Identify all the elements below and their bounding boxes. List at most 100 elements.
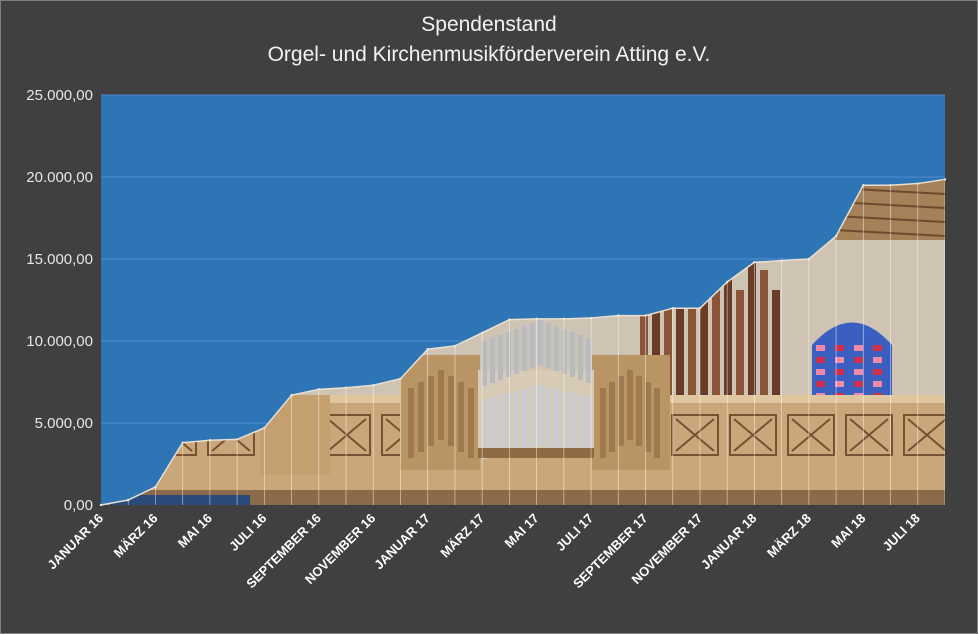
x-tick-label: MÄRZ 16 — [111, 511, 161, 561]
center-pipe — [482, 399, 487, 459]
front-pipe — [438, 370, 444, 440]
panel-cross — [733, 418, 773, 452]
window-pane — [873, 357, 882, 363]
window-pane — [873, 381, 882, 387]
window-pane — [854, 357, 863, 363]
data-points — [99, 178, 947, 507]
back-pipe — [736, 290, 744, 440]
back-pipe — [724, 270, 732, 420]
x-tick-label: JULI 16 — [226, 511, 269, 554]
upper-pipe — [562, 329, 567, 374]
center-pipe — [522, 389, 527, 449]
front-pipe — [468, 388, 474, 458]
data-point — [344, 386, 348, 389]
front-pipe — [458, 382, 464, 452]
x-tick-label: JULI 18 — [880, 511, 923, 554]
front-pipe — [654, 388, 660, 458]
window-pane — [816, 357, 825, 363]
back-pipe — [652, 270, 660, 420]
center-pipe — [586, 397, 591, 457]
front-pipe — [408, 388, 414, 458]
chart-title: Spendenstand Orgel- und Kirchenmusikförd… — [0, 10, 978, 70]
data-point — [154, 485, 157, 489]
center-pipe — [554, 389, 559, 449]
center-pipe — [578, 395, 583, 455]
front-pipe — [448, 376, 454, 446]
lower-window-strip — [110, 495, 250, 505]
organ-center — [478, 370, 594, 455]
data-point — [725, 280, 729, 284]
panel-cross — [327, 418, 367, 452]
upper-pipe — [554, 326, 559, 371]
window-pane — [835, 357, 844, 363]
data-point — [399, 377, 402, 380]
back-pipe — [760, 270, 768, 420]
upper-pipe — [482, 341, 487, 386]
front-pipe — [609, 382, 615, 452]
data-point — [426, 348, 429, 351]
window-pane — [835, 345, 844, 351]
data-point — [535, 317, 538, 321]
y-tick-label: 15.000,00 — [26, 251, 93, 268]
x-tick-label: MAI 16 — [175, 511, 215, 551]
panel — [729, 414, 777, 456]
center-pipe — [570, 393, 575, 453]
x-tick-label: MÄRZ 17 — [437, 511, 487, 561]
data-point — [372, 384, 375, 387]
panel-cross — [907, 418, 945, 452]
front-pipe — [645, 382, 651, 452]
data-point — [290, 393, 293, 397]
data-point — [317, 388, 321, 391]
center-pipe — [498, 395, 503, 455]
data-point — [807, 257, 811, 261]
data-point — [889, 184, 892, 187]
center-pipe — [506, 393, 511, 453]
upper-pipe — [506, 332, 511, 377]
data-point — [99, 503, 103, 507]
chart-title-line-2: Orgel- und Kirchenmusikförderverein Atti… — [267, 43, 711, 66]
window-pane — [854, 369, 863, 375]
panel-cross — [849, 418, 889, 452]
x-tick-label: MAI 18 — [828, 511, 868, 551]
front-pipe — [418, 382, 424, 452]
center-pipe — [530, 387, 535, 447]
window-pane — [854, 381, 863, 387]
upper-pipe — [490, 338, 495, 383]
center-pipe — [562, 391, 567, 451]
window-pane — [816, 369, 825, 375]
window — [812, 322, 892, 415]
y-tick-label: 0,00 — [64, 497, 93, 514]
data-point — [753, 261, 756, 264]
back-pipe — [712, 250, 720, 400]
data-point — [562, 317, 566, 321]
panel-cross — [675, 418, 715, 452]
upper-pipe — [514, 329, 519, 374]
y-tick-label: 20.000,00 — [26, 169, 93, 186]
x-tick-label: MAI 17 — [501, 511, 541, 551]
upper-pipe — [578, 335, 583, 380]
data-point — [181, 441, 184, 444]
window-pane — [854, 345, 863, 351]
data-point — [698, 307, 702, 310]
panel — [903, 414, 945, 456]
data-point — [127, 498, 130, 502]
window-pane — [816, 381, 825, 387]
data-point — [508, 318, 511, 321]
data-point — [671, 307, 674, 310]
x-tick-label: MÄRZ 18 — [764, 511, 814, 561]
upper-pipe — [522, 326, 527, 371]
window-pane — [873, 369, 882, 375]
front-pipe — [428, 376, 434, 446]
back-pipe — [748, 250, 756, 400]
front-pipe — [636, 376, 642, 446]
data-point — [263, 426, 266, 430]
back-pipe — [772, 290, 780, 440]
window-pane — [816, 345, 825, 351]
upper-pipe — [538, 320, 543, 365]
data-point — [644, 314, 647, 317]
y-tick-label: 5.000,00 — [35, 415, 93, 432]
back-pipe — [640, 250, 648, 400]
data-point — [780, 259, 783, 262]
